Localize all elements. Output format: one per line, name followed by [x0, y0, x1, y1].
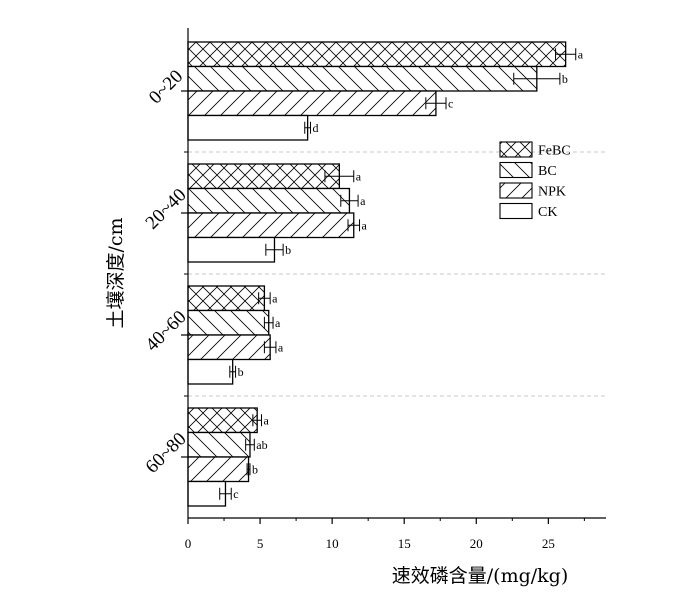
legend-swatch-npk [499, 182, 533, 199]
bar-febc [187, 285, 266, 312]
y-axis-title: 土壤深度/cm [105, 217, 127, 328]
axes [187, 28, 606, 519]
significance-label: b [238, 365, 244, 379]
significance-label: a [578, 47, 584, 61]
y-tick-label: 60~80 [142, 429, 191, 478]
x-tick-label: 0 [185, 536, 192, 551]
x-axis-title: 速效磷含量/(mg/kg) [392, 565, 568, 587]
significance-label: c [448, 96, 453, 110]
significance-label: b [285, 243, 291, 257]
bar-npk [187, 456, 250, 483]
significance-label: a [275, 316, 281, 330]
legend-swatch-febc [499, 141, 533, 158]
significance-label: d [313, 121, 319, 135]
legend-swatch-ck [499, 202, 533, 220]
bar-febc [187, 41, 567, 68]
x-tick-label: 10 [326, 536, 339, 551]
significance-label: a [272, 291, 278, 305]
bar-bc [187, 431, 251, 458]
bars-layer [187, 41, 567, 507]
significance-label: a [264, 413, 270, 427]
legend-label: CK [538, 205, 557, 220]
x-tick-label: 20 [470, 536, 483, 551]
bar-ck [187, 358, 234, 385]
error-bars-layer [219, 48, 577, 500]
y-tick-label: 20~40 [142, 185, 191, 234]
bar-ck [187, 114, 309, 141]
significance-label: b [252, 462, 258, 476]
legend-swatch-bc [499, 161, 533, 179]
bar-bc [187, 187, 351, 214]
y-tick-label: 0~20 [145, 66, 187, 108]
bar-ck [187, 236, 276, 263]
x-ticks: 0 5 10 15 20 25 [185, 518, 585, 551]
significance-label: a [278, 340, 284, 354]
legend-label: FeBC [538, 144, 571, 159]
legend-label: BC [538, 164, 557, 179]
bar-npk [187, 334, 271, 361]
significance-label: b [562, 72, 568, 86]
bar-npk [187, 212, 355, 239]
bar-febc [187, 407, 258, 434]
significance-label: ab [256, 438, 267, 452]
bar-bc [187, 309, 270, 336]
x-tick-label: 15 [398, 536, 411, 551]
bar-bc [187, 65, 538, 92]
bar-npk [187, 90, 437, 117]
legend: FeBC BC NPK CK [499, 141, 571, 220]
significance-label: a [360, 194, 366, 208]
significance-label: c [233, 487, 238, 501]
y-ticks: 0~20 20~40 40~60 60~80 [142, 66, 191, 478]
legend-label: NPK [538, 185, 566, 200]
significance-label: a [356, 169, 362, 183]
y-tick-label: 40~60 [142, 307, 191, 356]
bar-ck [187, 480, 227, 507]
x-tick-label: 25 [542, 536, 555, 551]
x-tick-label: 5 [257, 536, 264, 551]
significance-label: a [362, 218, 368, 232]
bar-febc [187, 163, 340, 190]
